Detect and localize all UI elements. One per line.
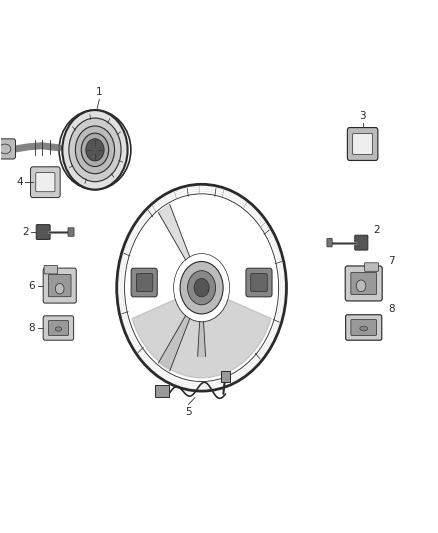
Text: 8: 8 [29,323,35,333]
Text: 7: 7 [388,256,395,266]
Text: 2: 2 [23,227,29,237]
Polygon shape [159,205,190,260]
FancyBboxPatch shape [353,133,373,155]
FancyBboxPatch shape [221,372,230,382]
Text: 2: 2 [374,225,380,235]
FancyBboxPatch shape [68,228,74,236]
FancyBboxPatch shape [251,273,267,292]
Circle shape [81,133,109,166]
FancyBboxPatch shape [43,316,74,340]
Circle shape [55,284,64,294]
Text: 8: 8 [388,304,395,314]
Circle shape [356,280,366,292]
FancyBboxPatch shape [36,173,55,192]
Polygon shape [159,316,190,371]
FancyBboxPatch shape [351,272,377,295]
FancyBboxPatch shape [351,319,377,335]
FancyBboxPatch shape [246,268,272,297]
FancyBboxPatch shape [345,266,382,301]
FancyBboxPatch shape [155,385,169,397]
Circle shape [62,110,127,190]
Text: 5: 5 [185,407,192,417]
Circle shape [194,279,209,297]
Text: 1: 1 [96,87,102,97]
Circle shape [69,118,121,182]
FancyBboxPatch shape [31,167,60,198]
Text: 6: 6 [29,280,35,290]
Text: 3: 3 [359,111,366,120]
Text: 4: 4 [17,177,23,187]
FancyBboxPatch shape [131,268,157,297]
FancyBboxPatch shape [136,273,153,292]
Circle shape [75,126,115,174]
FancyBboxPatch shape [48,320,68,335]
FancyBboxPatch shape [0,139,15,159]
FancyBboxPatch shape [364,263,378,271]
FancyBboxPatch shape [36,224,50,239]
Ellipse shape [55,327,62,331]
Ellipse shape [360,326,367,331]
Circle shape [180,262,223,314]
FancyBboxPatch shape [48,274,71,297]
FancyBboxPatch shape [347,127,378,160]
Polygon shape [132,300,271,378]
Polygon shape [198,322,205,357]
FancyBboxPatch shape [43,268,76,303]
Circle shape [187,271,215,305]
FancyBboxPatch shape [346,315,382,340]
Circle shape [86,139,104,161]
FancyBboxPatch shape [327,238,332,247]
FancyBboxPatch shape [44,265,58,274]
FancyBboxPatch shape [355,235,368,250]
